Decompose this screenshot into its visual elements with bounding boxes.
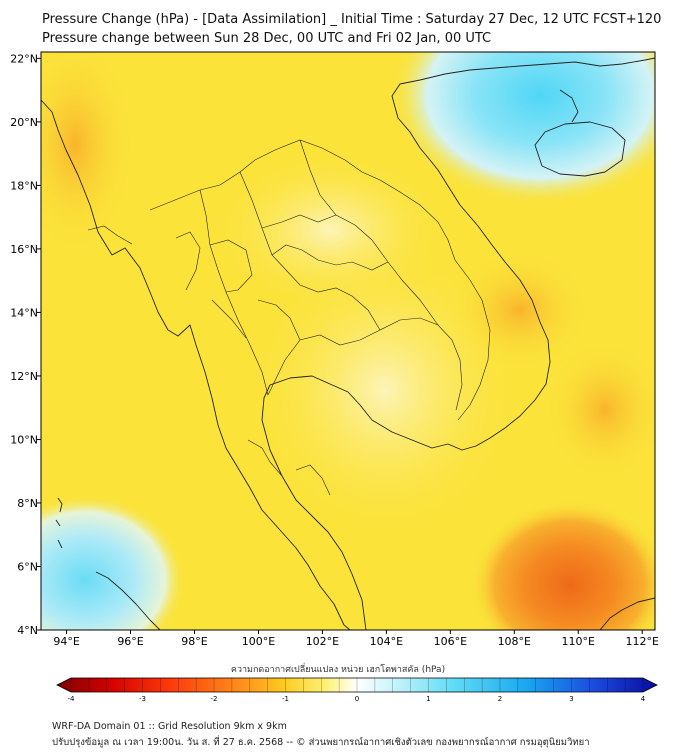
colorbar-tick-label: -3	[139, 695, 146, 703]
colorbar-label: ความกดอากาศเปลี่ยนแปลง หน่วย เฮกโตพาสคัล…	[230, 665, 446, 675]
lat-tick-label: 12°N	[10, 370, 38, 383]
chart-title: Pressure Change (hPa) - [Data Assimilati…	[42, 12, 662, 27]
lat-tick-label: 4°N	[17, 624, 38, 637]
lon-tick-label: 108°E	[498, 635, 531, 648]
lat-tick-label: 14°N	[10, 306, 38, 319]
lon-tick-label: 100°E	[242, 635, 275, 648]
pressure-change-map: 22°N 20°N 18°N 16°N 14°N 12°N 10°N 8°N 6°N 4°N 94…	[10, 51, 659, 703]
chart-subtitle: Pressure change between Sun 28 Dec, 00 U…	[42, 31, 492, 46]
lat-tick-label: 22°N	[10, 52, 38, 65]
longitude-axis: 94°E 96°E 98°E 100°E 102°E 104°E 106°E 108°E 110…	[53, 630, 659, 648]
colorbar-tick-label: 0	[355, 695, 359, 703]
lon-tick-label: 104°E	[370, 635, 403, 648]
lat-tick-label: 18°N	[10, 179, 38, 192]
colorbar: -4 -3 -2 -1 0 1 2 3 4	[56, 677, 658, 703]
colorbar-tick-label: 2	[498, 695, 502, 703]
lat-tick-label: 10°N	[10, 433, 38, 446]
lon-tick-label: 112°E	[625, 635, 658, 648]
coastlines	[41, 57, 655, 630]
lon-tick-label: 102°E	[306, 635, 339, 648]
lon-tick-label: 98°E	[181, 635, 207, 648]
lon-tick-label: 110°E	[562, 635, 595, 648]
lat-tick-label: 6°N	[17, 560, 38, 573]
footer-update-info: ปรับปรุงข้อมูล ณ เวลา 19:00น. วัน ส. ที่…	[52, 737, 590, 748]
colorbar-tick-label: -4	[68, 695, 76, 703]
colorbar-tick-label: 1	[426, 695, 430, 703]
pressure-field	[41, 52, 655, 630]
lon-tick-label: 94°E	[53, 635, 79, 648]
lat-tick-label: 16°N	[10, 243, 38, 256]
country-borders	[87, 139, 491, 496]
lat-tick-label: 20°N	[10, 116, 38, 129]
lon-tick-label: 96°E	[117, 635, 143, 648]
footer-model-info: WRF-DA Domain 01 :: Grid Resolution 9km …	[52, 721, 287, 732]
colorbar-tick-label: 4	[641, 695, 646, 703]
lat-tick-label: 8°N	[17, 497, 38, 510]
colorbar-tick-label: -2	[211, 695, 218, 703]
lon-tick-label: 106°E	[434, 635, 467, 648]
latitude-axis: 22°N 20°N 18°N 16°N 14°N 12°N 10°N 8°N 6°N 4°N	[10, 52, 41, 637]
colorbar-tick-label: -1	[282, 695, 289, 703]
colorbar-tick-label: 3	[569, 695, 573, 703]
